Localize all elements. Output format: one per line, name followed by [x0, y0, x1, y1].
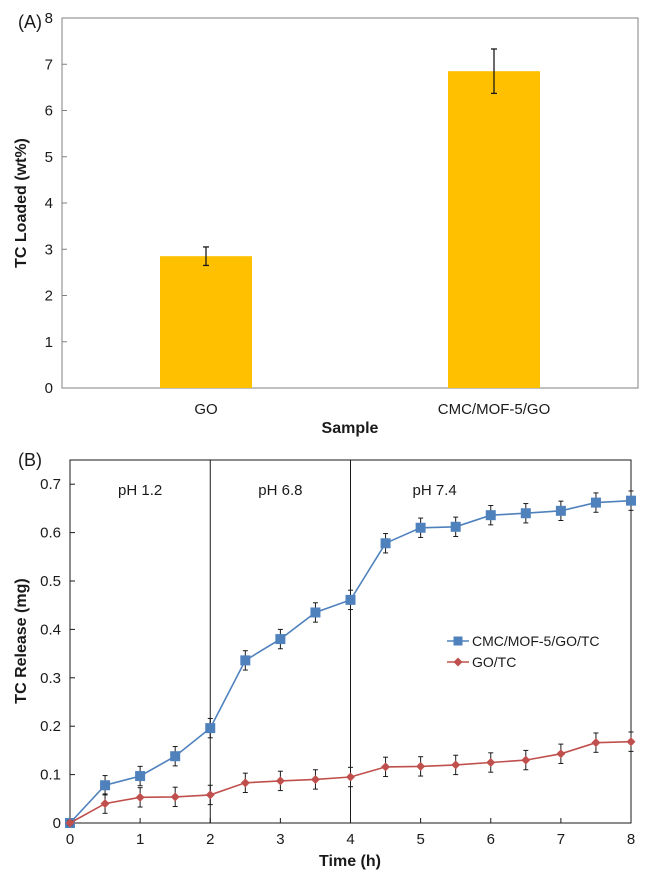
y-tick-label: 0.7	[40, 476, 61, 493]
panel-b-legend: CMC/MOF-5/GO/TC GO/TC	[447, 633, 600, 670]
data-point	[100, 780, 111, 791]
y-tick-label: 7	[45, 56, 53, 73]
y-tick-label: 0.1	[40, 767, 61, 784]
x-tick-label: 0	[66, 831, 74, 848]
panel-b: (B) pH 1.2 pH 6.8 pH 7.4 00.10.20.30.40.50…	[13, 450, 636, 870]
data-point	[520, 508, 531, 519]
ph-region-label: pH 1.2	[118, 482, 162, 499]
y-tick-label: 6	[45, 103, 53, 120]
panel-b-x-axis-title: Time (h)	[319, 853, 381, 870]
y-tick-label: 3	[45, 241, 53, 258]
data-point	[451, 760, 461, 770]
data-point	[450, 521, 461, 532]
data-point	[415, 522, 426, 533]
x-tick-label: 6	[487, 831, 495, 848]
ph-region-label: pH 6.8	[258, 482, 302, 499]
data-point	[100, 799, 110, 809]
data-point	[205, 790, 215, 800]
series-go-tc	[65, 731, 636, 828]
legend-label: GO/TC	[472, 654, 516, 670]
data-point	[310, 607, 321, 618]
bar	[160, 256, 252, 388]
data-point	[240, 655, 251, 666]
data-point	[170, 751, 181, 762]
y-tick-label: 0.5	[40, 573, 61, 590]
panel-b-label: (B)	[18, 450, 42, 470]
y-tick-label: 0.2	[40, 718, 61, 735]
legend-marker	[453, 657, 463, 667]
data-point	[275, 634, 286, 645]
panel-a-plot-frame	[61, 17, 639, 389]
panel-a-bars	[160, 48, 540, 388]
data-point	[205, 723, 216, 734]
data-point	[135, 792, 145, 802]
data-point	[626, 737, 636, 747]
category-label: GO	[194, 401, 217, 418]
category-label: CMC/MOF-5/GO	[438, 401, 551, 418]
data-point	[555, 505, 566, 516]
data-point	[310, 774, 320, 784]
panel-a-category-labels: GO CMC/MOF-5/GO	[194, 401, 550, 418]
data-point	[591, 738, 601, 748]
y-tick-label: 1	[45, 334, 53, 351]
data-point	[486, 758, 496, 767]
y-tick-label: 0	[45, 380, 53, 397]
data-point	[556, 749, 566, 759]
panel-b-axis-ticks: 0 0.1 0.2 0.3 0.4 0.5 0.6 0.7 0 1 2 3 4 5 6 7 8	[40, 476, 635, 848]
y-tick-label: 8	[45, 10, 53, 27]
x-tick-label: 7	[557, 831, 565, 848]
data-point	[626, 495, 636, 506]
panel-a-label: (A)	[18, 12, 42, 32]
x-tick-label: 5	[416, 831, 424, 848]
data-point	[381, 762, 391, 772]
panel-a-y-axis-title: TC Loaded (wt%)	[13, 138, 30, 268]
y-tick-label: 0.4	[40, 621, 61, 638]
y-tick-label: 0.6	[40, 525, 61, 542]
panel-a-y-ticks: 0 1 2 3 4 5 6 7 8	[45, 10, 67, 397]
panel-a-x-axis-title: Sample	[322, 420, 379, 437]
data-point	[380, 538, 391, 549]
x-tick-label: 2	[206, 831, 214, 848]
panel-a: (A) 0 1 2 3 4 5 6 7 8 GO CMC/MOF-5/GO Sample TC L…	[13, 10, 639, 437]
data-point	[170, 792, 180, 802]
ph-region-label: pH 7.4	[413, 482, 457, 499]
y-tick-label: 4	[45, 195, 53, 212]
y-tick-label: 0.3	[40, 670, 61, 687]
x-tick-label: 1	[136, 831, 144, 848]
data-point	[240, 778, 250, 788]
data-point	[346, 772, 355, 782]
data-point	[416, 761, 426, 771]
data-point	[65, 818, 75, 828]
bar	[448, 71, 540, 388]
y-tick-label: 0	[53, 815, 61, 832]
data-point	[275, 776, 285, 786]
data-point	[485, 510, 496, 521]
x-tick-label: 8	[627, 831, 635, 848]
data-point	[345, 594, 356, 605]
data-point	[521, 755, 531, 765]
data-point	[135, 771, 146, 782]
legend-label: CMC/MOF-5/GO/TC	[472, 633, 600, 649]
y-tick-label: 2	[45, 288, 53, 305]
data-point	[590, 497, 601, 508]
panel-b-ph-region-labels: pH 1.2 pH 6.8 pH 7.4	[118, 482, 457, 499]
panel-b-y-axis-title: TC Release (mg)	[13, 578, 30, 703]
y-tick-label: 5	[45, 149, 53, 166]
x-tick-label: 4	[346, 831, 354, 848]
panel-b-series	[65, 490, 636, 828]
panel-b-ph-dividers	[209, 460, 351, 823]
legend-marker	[453, 636, 463, 646]
x-tick-label: 3	[276, 831, 284, 848]
